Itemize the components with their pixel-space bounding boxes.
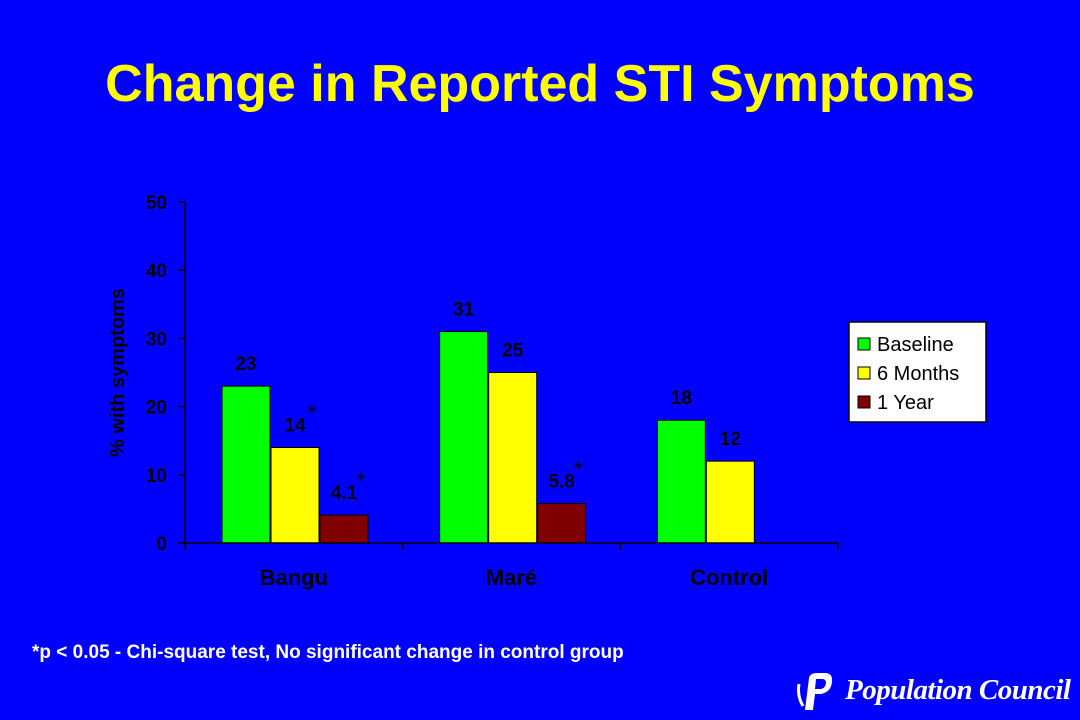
bar xyxy=(656,419,706,544)
data-label: 25 xyxy=(502,341,524,362)
data-label: 5.8 xyxy=(548,471,574,492)
bar xyxy=(221,385,271,544)
data-label: 14 xyxy=(284,416,306,437)
legend-label: 6 Months xyxy=(877,363,959,385)
legend-swatch xyxy=(857,366,871,380)
bar xyxy=(488,372,538,544)
axes-layer xyxy=(178,201,839,550)
legend-swatch xyxy=(857,395,871,409)
labels-layer: 2314*4.1*Bangu31255.8*Maré1812Control010… xyxy=(107,193,768,590)
y-tick-label: 0 xyxy=(156,534,167,555)
bar xyxy=(537,502,587,544)
slide-title: Change in Reported STI Symptoms xyxy=(105,55,975,113)
bars-layer xyxy=(221,331,755,544)
bar xyxy=(319,514,369,544)
x-tick-label: Bangu xyxy=(260,565,328,590)
y-tick-label: 40 xyxy=(146,261,167,282)
data-label: 12 xyxy=(720,429,741,450)
x-tick-label: Control xyxy=(690,565,768,590)
data-label: 4.1 xyxy=(331,483,358,504)
data-label: 18 xyxy=(671,388,692,409)
legend-label: 1 Year xyxy=(877,392,934,414)
bar xyxy=(705,460,755,544)
y-tick-label: 30 xyxy=(146,329,167,350)
footnote: *p < 0.05 - Chi-square test, No signific… xyxy=(32,642,624,663)
legend-swatch xyxy=(857,337,871,351)
data-label: 23 xyxy=(235,354,256,375)
bar xyxy=(270,447,320,544)
data-label: 31 xyxy=(453,300,475,321)
significance-marker: * xyxy=(307,402,317,424)
significance-marker: * xyxy=(574,457,584,479)
y-axis-label: % with symptoms xyxy=(107,288,129,457)
population-council-logo: Population Council xyxy=(795,670,1071,714)
y-tick-label: 20 xyxy=(146,398,167,419)
y-tick-label: 50 xyxy=(146,193,167,214)
population-council-logo-text: Population Council xyxy=(845,674,1071,706)
legend: Baseline 6 Months 1 Year xyxy=(848,321,987,423)
x-tick-label: Maré xyxy=(486,565,537,590)
y-tick-label: 10 xyxy=(146,466,167,487)
bar xyxy=(439,331,489,544)
legend-box xyxy=(848,321,987,423)
legend-label: Baseline xyxy=(877,334,954,356)
significance-marker: * xyxy=(356,469,366,491)
population-council-logo-icon xyxy=(797,673,833,710)
